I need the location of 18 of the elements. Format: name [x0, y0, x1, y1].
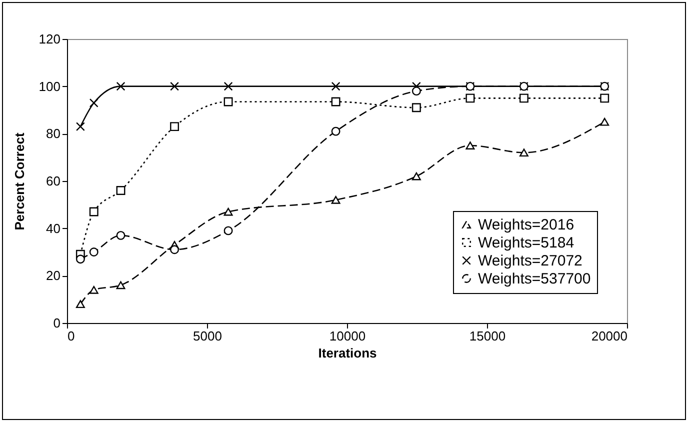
x-tick-label: 0	[68, 328, 75, 344]
legend-label: Weights=537700	[478, 270, 591, 288]
x-tick-label: 10000	[329, 328, 366, 344]
legend-label: Weights=27072	[478, 252, 582, 270]
legend-label: Weights=5184	[478, 234, 574, 252]
y-tick-label: 40	[46, 220, 60, 236]
y-tick-label: 20	[46, 268, 60, 284]
x-axis-title: Iterations	[318, 346, 377, 360]
y-tick-label: 0	[53, 316, 60, 330]
legend-label: Weights=2016	[478, 216, 574, 234]
x-tick-label: 20000	[591, 328, 628, 344]
y-tick-label: 60	[46, 174, 60, 188]
y-axis-title: Percent Correct	[12, 132, 27, 230]
x-tick-label: 15000	[469, 328, 506, 344]
y-tick-label: 100	[38, 78, 60, 94]
x-tick-label: 5000	[193, 328, 222, 344]
y-tick-label: 120	[38, 32, 60, 46]
y-tick-label: 80	[46, 126, 60, 142]
